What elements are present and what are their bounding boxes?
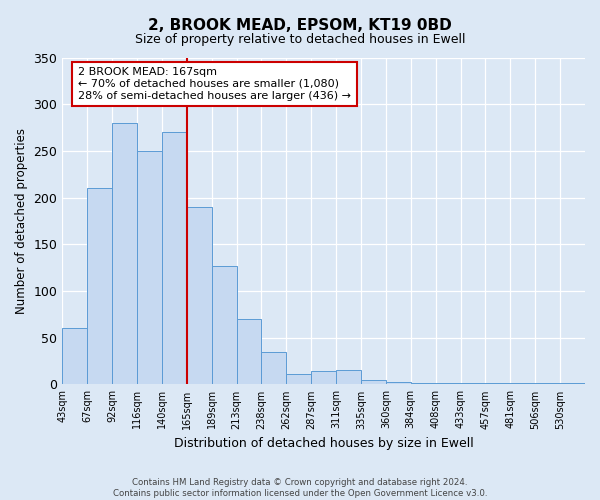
Bar	[112, 123, 137, 384]
Bar	[162, 132, 187, 384]
Text: 2 BROOK MEAD: 167sqm
← 70% of detached houses are smaller (1,080)
28% of semi-de: 2 BROOK MEAD: 167sqm ← 70% of detached h…	[78, 68, 351, 100]
Bar	[411, 382, 436, 384]
Bar	[286, 374, 311, 384]
Bar	[361, 380, 386, 384]
Bar	[262, 352, 286, 384]
Bar	[187, 207, 212, 384]
Bar	[87, 188, 112, 384]
Bar	[336, 370, 361, 384]
Text: Contains HM Land Registry data © Crown copyright and database right 2024.
Contai: Contains HM Land Registry data © Crown c…	[113, 478, 487, 498]
Bar	[386, 382, 411, 384]
Bar	[212, 266, 236, 384]
X-axis label: Distribution of detached houses by size in Ewell: Distribution of detached houses by size …	[174, 437, 473, 450]
Text: Size of property relative to detached houses in Ewell: Size of property relative to detached ho…	[135, 32, 465, 46]
Bar	[137, 151, 162, 384]
Y-axis label: Number of detached properties: Number of detached properties	[15, 128, 28, 314]
Text: 2, BROOK MEAD, EPSOM, KT19 0BD: 2, BROOK MEAD, EPSOM, KT19 0BD	[148, 18, 452, 32]
Bar	[311, 372, 336, 384]
Bar	[62, 328, 87, 384]
Bar	[236, 319, 262, 384]
